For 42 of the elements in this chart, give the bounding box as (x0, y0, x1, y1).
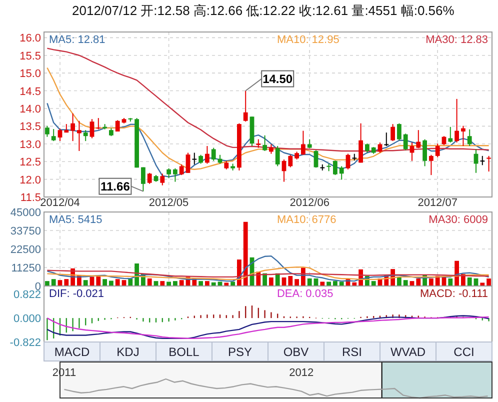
text: BOLL (168, 345, 200, 359)
x-tick-label: 2012/04 (40, 197, 80, 209)
x-tick-label: 2012/06 (290, 197, 330, 209)
y-tick-label: 15.5 (20, 50, 41, 62)
y-tick-label: 11.5 (20, 192, 41, 204)
annotation: 11.66 (100, 179, 130, 194)
text: MA5: 12.81 (49, 34, 106, 46)
y-tick-label: 14.5 (20, 86, 41, 98)
x-tick-label: 2012/07 (418, 197, 458, 209)
text: MA5: 5415 (49, 214, 102, 226)
text: MA30: 12.83 (426, 34, 488, 46)
y-tick-label: 11250 (11, 262, 41, 274)
y-tick-label: -0.822 (10, 337, 41, 349)
y-tick-label: 15.0 (20, 68, 41, 80)
y-tick-label: 12.5 (20, 156, 41, 169)
y-tick-label: 22500 (10, 244, 41, 256)
y-tick-label: 0.000 (13, 313, 41, 326)
y-tick-label: 33750 (10, 226, 41, 238)
x-tick-label: 2012/05 (148, 197, 189, 209)
y-tick-label: 13.5 (20, 121, 41, 134)
text: OBV (283, 345, 309, 359)
y-tick-label: 13.0 (20, 138, 41, 151)
y-tick-label: 14.0 (20, 103, 41, 116)
y-tick-label: 12.0 (20, 174, 41, 186)
text: MA10: 12.95 (276, 34, 340, 46)
text: MA10: 6776 (276, 214, 336, 226)
y-tick-label: 45000 (10, 207, 41, 219)
text: MA30: 6009 (428, 214, 488, 226)
y-tick-label: 16.0 (20, 32, 41, 45)
x-tick-label: 2012 (289, 367, 314, 379)
text: RSI (342, 345, 362, 359)
text: DIF: -0.021 (49, 288, 104, 300)
text: DEA: 0.035 (276, 288, 334, 300)
text: MACD (54, 345, 90, 359)
text: CCI (454, 345, 474, 359)
text: KDJ (116, 345, 140, 359)
text: WVAD (390, 345, 426, 359)
chart-title: 2012/07/12 开:12.58 高:12.66 低:12.22 收:12.61 量:4551 幅:0.56% (72, 3, 455, 18)
annotation: 14.50 (262, 72, 293, 86)
text: PSY (228, 345, 252, 359)
y-tick-label: 0.822 (13, 289, 41, 302)
series-label: MACD: -0.111 (420, 288, 488, 300)
